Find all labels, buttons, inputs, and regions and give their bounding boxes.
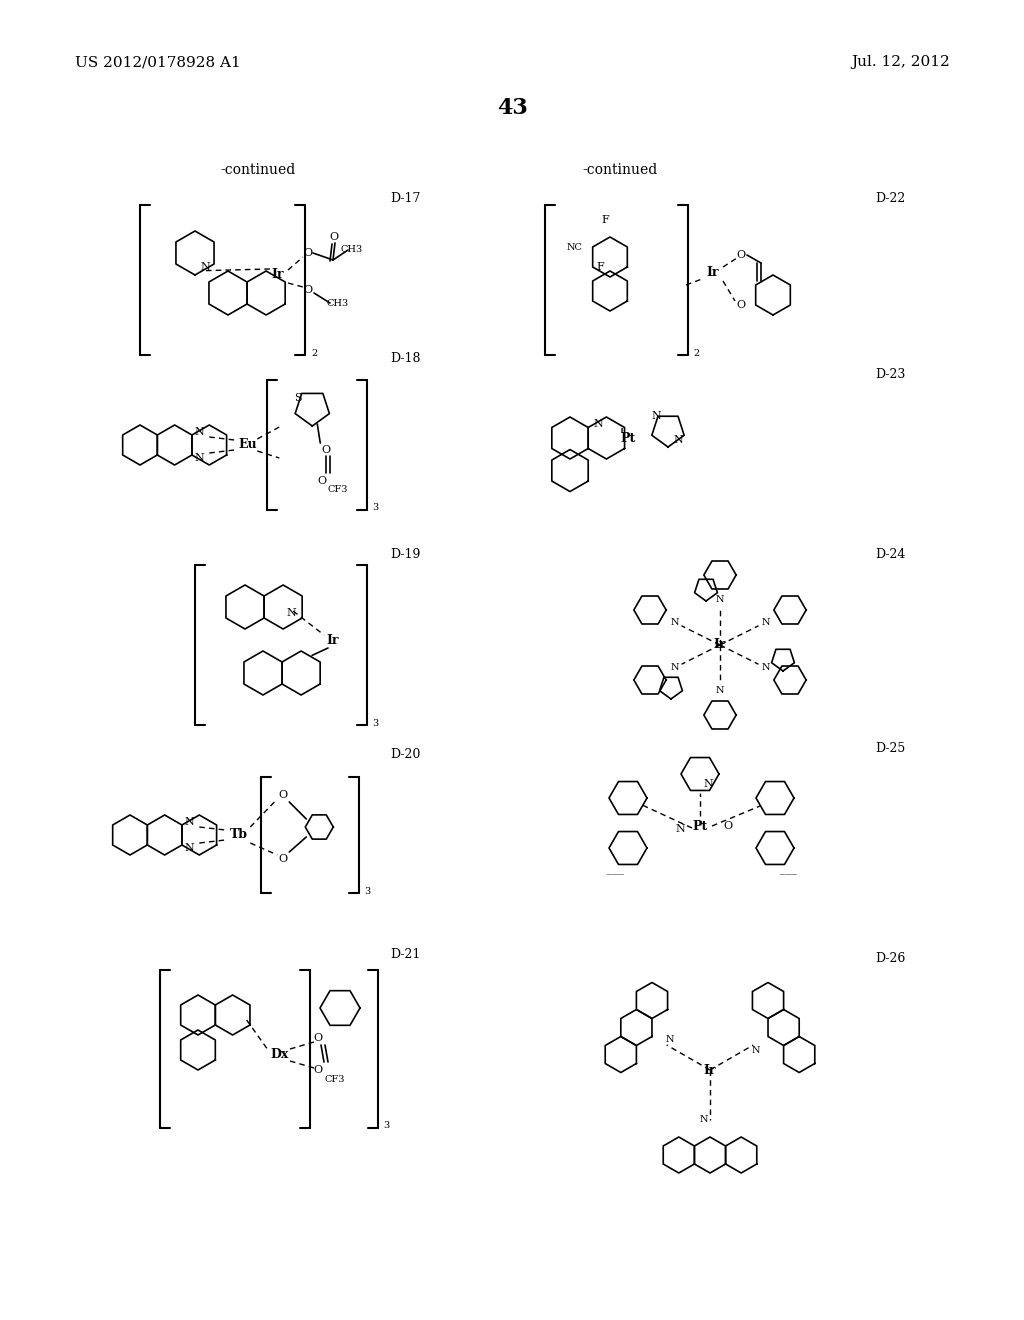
Text: N: N: [184, 817, 195, 828]
Text: CF3: CF3: [325, 1076, 345, 1085]
Text: D-23: D-23: [874, 368, 905, 381]
Text: D-17: D-17: [390, 191, 421, 205]
Text: O: O: [330, 232, 339, 242]
Text: D-20: D-20: [390, 748, 421, 762]
Text: CF3: CF3: [327, 486, 347, 495]
Text: O: O: [313, 1034, 323, 1043]
Text: N: N: [651, 411, 660, 421]
Text: F: F: [596, 261, 604, 272]
Text: N: N: [671, 663, 679, 672]
Text: O: O: [279, 854, 288, 865]
Text: Ir: Ir: [271, 268, 285, 281]
Text: N: N: [716, 686, 724, 696]
Text: 3: 3: [365, 887, 371, 895]
Text: O: O: [303, 285, 312, 294]
Text: N: N: [761, 618, 770, 627]
Text: NC: NC: [567, 243, 583, 252]
Text: D-26: D-26: [874, 952, 905, 965]
Text: N: N: [287, 609, 296, 618]
Text: N: N: [752, 1045, 761, 1055]
Text: 2: 2: [312, 348, 318, 358]
Text: N: N: [716, 595, 724, 605]
Text: US 2012/0178928 A1: US 2012/0178928 A1: [75, 55, 241, 69]
Text: O: O: [736, 300, 745, 310]
Text: O: O: [723, 821, 732, 832]
Text: N: N: [200, 261, 210, 272]
Text: O: O: [322, 445, 331, 455]
Text: Pt: Pt: [621, 432, 636, 445]
Text: ___: ___: [779, 865, 797, 875]
Text: N: N: [673, 436, 683, 445]
Text: N: N: [671, 618, 679, 627]
Text: Ir: Ir: [327, 634, 339, 647]
Text: 3: 3: [372, 503, 379, 512]
Text: D-25: D-25: [874, 742, 905, 755]
Text: F: F: [601, 215, 609, 224]
Text: N: N: [195, 453, 204, 463]
Text: N: N: [184, 843, 195, 853]
Text: O: O: [303, 248, 312, 257]
Text: -continued: -continued: [220, 162, 296, 177]
Text: N: N: [594, 418, 603, 429]
Text: O: O: [736, 249, 745, 260]
Text: O: O: [279, 789, 288, 800]
Text: 3: 3: [383, 1122, 389, 1130]
Text: CH3: CH3: [341, 246, 364, 255]
Text: O: O: [313, 1065, 323, 1074]
Text: D-18: D-18: [390, 351, 421, 364]
Text: O: O: [317, 477, 327, 486]
Text: -continued: -continued: [583, 162, 657, 177]
Text: Ir: Ir: [707, 267, 719, 280]
Text: D-22: D-22: [874, 191, 905, 205]
Text: 3: 3: [372, 718, 378, 727]
Text: Ir: Ir: [714, 639, 726, 652]
Text: Jul. 12, 2012: Jul. 12, 2012: [851, 55, 950, 69]
Text: ___: ___: [606, 865, 624, 875]
Text: CH3: CH3: [327, 298, 349, 308]
Text: D-21: D-21: [390, 949, 421, 961]
Text: Tb: Tb: [230, 829, 248, 842]
Text: 2: 2: [693, 348, 699, 358]
Text: S: S: [295, 393, 302, 403]
Text: Pt: Pt: [692, 820, 708, 833]
Text: N: N: [703, 779, 713, 789]
Text: 43: 43: [497, 96, 527, 119]
Text: N: N: [675, 824, 685, 834]
Text: N: N: [699, 1115, 709, 1125]
Text: N: N: [195, 426, 204, 437]
Text: Dx: Dx: [270, 1048, 289, 1061]
Text: Ir: Ir: [703, 1064, 716, 1077]
Text: N: N: [666, 1035, 674, 1044]
Text: D-19: D-19: [390, 549, 421, 561]
Text: D-24: D-24: [874, 549, 905, 561]
Text: Eu: Eu: [238, 438, 257, 451]
Text: N: N: [761, 663, 770, 672]
